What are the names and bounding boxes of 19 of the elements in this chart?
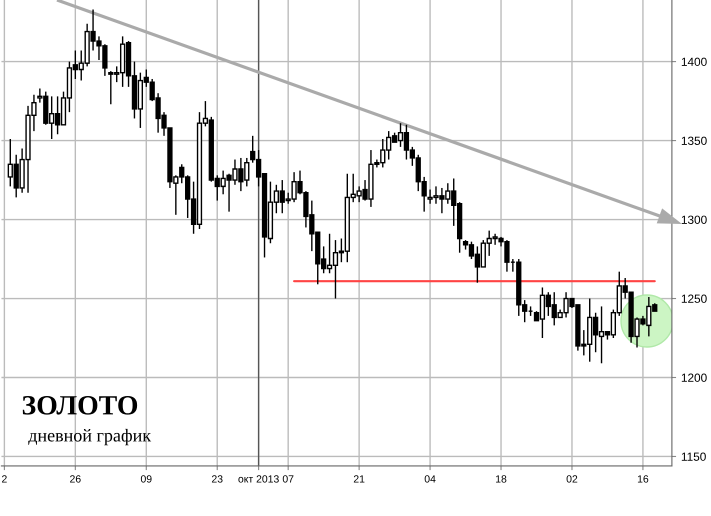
x-tick-label: 16 bbox=[638, 475, 648, 483]
text: ЗОЛОТО bbox=[22, 396, 138, 415]
x-tick-label: 09 bbox=[140, 475, 152, 483]
x-tick-label: 02 bbox=[566, 475, 578, 483]
x-tick-label: 07 bbox=[282, 475, 294, 483]
x-tick-label: 2 bbox=[2, 475, 7, 483]
x-tick-label: 21 bbox=[354, 475, 364, 483]
x-tick-label: 26 bbox=[70, 475, 81, 483]
y-tick-label: 1150 bbox=[682, 452, 706, 461]
x-tick-label: 04 bbox=[424, 475, 436, 483]
text: дневной график bbox=[28, 428, 152, 446]
y-tick-label: 1300 bbox=[682, 216, 707, 224]
y-tick-label: 1200 bbox=[682, 374, 707, 382]
y-tick-label: 1250 bbox=[682, 294, 707, 303]
x-tick-label: 23 bbox=[212, 475, 223, 483]
y-tick-label: 1400 bbox=[682, 58, 707, 66]
x-tick-label: окт 2013 bbox=[238, 475, 279, 483]
x-tick-label: 18 bbox=[496, 475, 506, 483]
y-tick-label: 1350 bbox=[682, 136, 707, 145]
